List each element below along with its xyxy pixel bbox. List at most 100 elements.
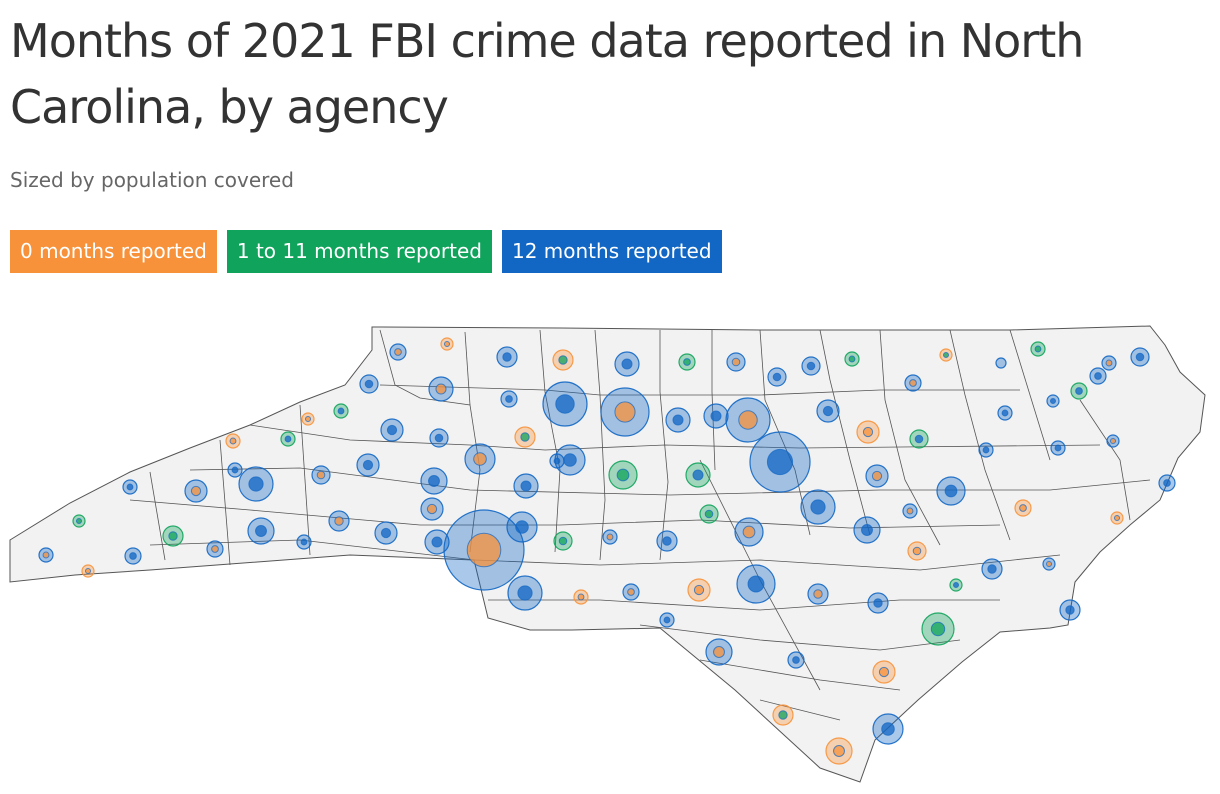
agency-marker-inner — [862, 426, 874, 438]
agency-marker-inner — [810, 499, 826, 515]
agency-marker-inner — [627, 588, 635, 596]
agency-marker-inner — [914, 434, 924, 444]
agency-marker-inner — [848, 355, 856, 363]
agency-marker-inner — [473, 452, 487, 466]
agency-marker-inner — [334, 516, 344, 526]
agency-marker-inner — [231, 466, 239, 474]
agency-marker-inner — [1019, 504, 1027, 512]
agency-marker-inner — [731, 357, 741, 367]
agency-marker-inner — [806, 361, 816, 371]
agency-marker-inner — [520, 480, 532, 492]
agency-marker-inner — [982, 446, 990, 454]
agency-marker-inner — [300, 538, 308, 546]
agency-marker-inner — [813, 589, 823, 599]
agency-marker-inner — [822, 405, 834, 417]
agency-marker-inner — [873, 598, 883, 608]
agency-marker-inner — [881, 722, 895, 736]
agency-marker-inner — [364, 379, 374, 389]
agency-marker-inner — [394, 348, 402, 356]
agency-marker-inner — [553, 457, 561, 465]
agency-marker-inner — [952, 581, 960, 589]
agency-marker-inner — [1065, 605, 1075, 615]
agency-marker-inner — [428, 475, 440, 487]
agency-marker-inner — [502, 352, 512, 362]
agency-marker-inner — [778, 710, 788, 720]
agency-marker-inner — [466, 532, 502, 568]
agency-marker-inner — [987, 564, 997, 574]
agency-marker-inner — [942, 351, 950, 359]
agency-marker-inner — [1054, 444, 1062, 452]
agency-marker-inner — [792, 656, 800, 664]
agency-marker — [995, 357, 1007, 369]
agency-marker-inner — [1135, 352, 1145, 362]
agency-marker-inner — [42, 551, 50, 559]
agency-marker-inner — [944, 484, 958, 498]
agency-marker-inner — [577, 593, 585, 601]
agency-marker-inner — [742, 525, 756, 539]
agency-marker-inner — [766, 448, 794, 476]
agency-marker-inner — [255, 525, 267, 537]
agency-marker-inner — [362, 459, 374, 471]
agency-marker-inner — [126, 483, 134, 491]
agency-marker-inner — [443, 340, 451, 348]
legend-item-partial-months: 1 to 11 months reported — [226, 230, 492, 273]
agency-markers — [38, 337, 1176, 765]
agency-marker-inner — [75, 517, 83, 525]
agency-marker-inner — [284, 435, 292, 443]
agency-marker-inner — [190, 485, 202, 497]
agency-marker-inner — [662, 536, 672, 546]
agency-marker-inner — [229, 437, 237, 445]
agency-marker-inner — [683, 358, 691, 366]
agency-marker-inner — [1075, 387, 1083, 395]
agency-marker-inner — [692, 469, 704, 481]
agency-marker-inner — [558, 536, 568, 546]
agency-marker-inner — [906, 507, 914, 515]
legend-item-full-year: 12 months reported — [501, 230, 722, 273]
agency-marker-inner — [772, 372, 782, 382]
agency-marker-inner — [930, 621, 946, 637]
agency-marker-inner — [1001, 409, 1009, 417]
agency-marker-inner — [738, 410, 758, 430]
chart-title: Months of 2021 FBI crime data reported i… — [10, 14, 1084, 134]
state-shape — [9, 325, 1206, 783]
agency-marker-inner — [614, 401, 636, 423]
agency-marker-inner — [1045, 560, 1053, 568]
agency-marker-inner — [248, 476, 264, 492]
agency-marker-inner — [672, 414, 684, 426]
agency-marker-inner — [426, 503, 438, 515]
legend-item-zero-months: 0 months reported — [10, 230, 217, 273]
agency-marker-inner — [168, 531, 178, 541]
agency-marker-inner — [1163, 479, 1171, 487]
agency-marker-inner — [663, 616, 671, 624]
agency-marker-inner — [912, 546, 922, 556]
agency-marker-inner — [517, 585, 533, 601]
agency-marker-inner — [563, 453, 577, 467]
agency-marker-inner — [1049, 397, 1057, 405]
agency-marker-inner — [435, 383, 447, 395]
agency-marker-inner — [84, 567, 92, 575]
agency-marker-inner — [710, 410, 722, 422]
agency-marker-inner — [211, 545, 219, 553]
agency-marker-inner — [380, 527, 392, 539]
agency-marker-inner — [555, 394, 575, 414]
agency-marker-inner — [909, 379, 917, 387]
agency-marker-inner — [713, 646, 725, 658]
agency-marker-inner — [833, 745, 845, 757]
agency-marker-inner — [704, 509, 714, 519]
agency-marker-inner — [1105, 359, 1113, 367]
agency-marker-inner — [505, 395, 513, 403]
chart-subtitle: Sized by population covered — [10, 168, 294, 192]
legend: 0 months reported 1 to 11 months reporte… — [10, 230, 722, 273]
north-carolina-map — [9, 325, 1206, 783]
agency-marker-inner — [304, 415, 312, 423]
agency-marker-inner — [1034, 345, 1042, 353]
agency-marker-inner — [1113, 514, 1121, 522]
agency-marker-inner — [337, 407, 345, 415]
agency-marker-inner — [431, 536, 443, 548]
agency-marker-inner — [1109, 437, 1117, 445]
agency-marker-inner — [316, 470, 326, 480]
agency-marker-inner — [747, 575, 765, 593]
agency-marker-inner — [434, 433, 444, 443]
agency-marker-inner — [693, 584, 705, 596]
county-boundaries — [129, 329, 1151, 721]
